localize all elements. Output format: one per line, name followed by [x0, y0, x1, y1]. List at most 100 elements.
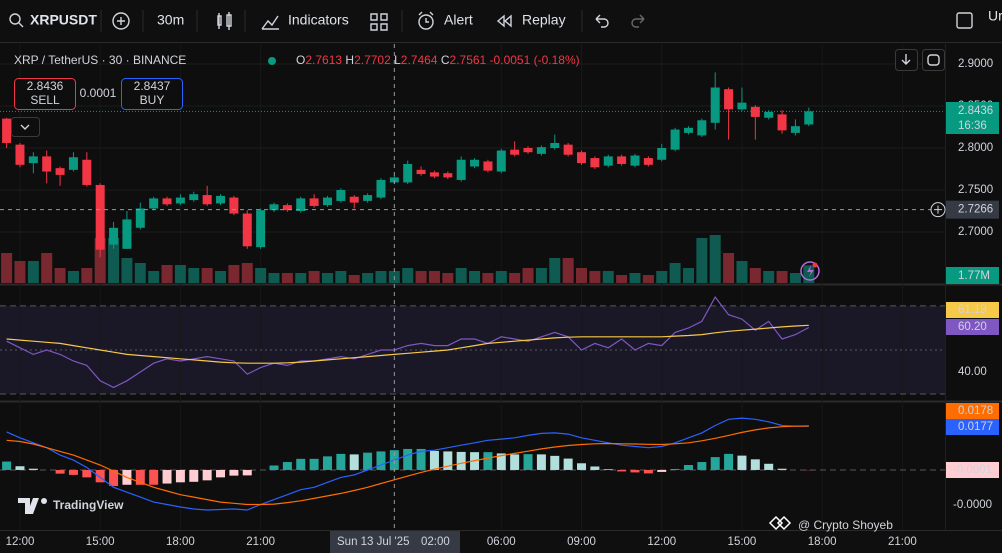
close-label: C	[441, 53, 450, 67]
maximize-icon	[927, 54, 940, 66]
candle-body	[15, 144, 25, 165]
spread: 0.0001	[80, 86, 117, 100]
histogram-bar	[162, 469, 172, 484]
candle-body	[416, 169, 426, 175]
candle-body	[750, 106, 760, 117]
volume-bar	[736, 261, 748, 283]
candle-body	[55, 168, 65, 175]
chart-type-button[interactable]	[217, 12, 232, 30]
volume-bar	[335, 271, 347, 283]
time-label: 06:00	[487, 536, 516, 548]
histogram-bar	[296, 458, 306, 470]
user-menu[interactable]: Ur	[988, 8, 1002, 24]
redo-button[interactable]	[631, 14, 645, 28]
histogram-bar	[657, 469, 667, 472]
interval[interactable]: 30m	[157, 12, 184, 28]
histogram-bar	[2, 461, 12, 470]
candle-body	[403, 163, 413, 183]
candle-body	[336, 190, 346, 201]
volume-bar	[41, 253, 53, 283]
candle-body	[296, 198, 306, 212]
histogram-bar	[322, 456, 332, 470]
histogram-bar	[643, 469, 653, 474]
indicator-line	[6, 417, 809, 511]
symbol-title: XRP / TetherUS · 30 · BINANCE	[14, 53, 186, 67]
volume-bar	[669, 263, 681, 283]
histogram-bar	[109, 469, 119, 487]
indicator-line	[6, 425, 809, 506]
volume-bar	[549, 258, 561, 283]
candle-body	[82, 159, 92, 185]
crosshair	[0, 44, 946, 530]
toolbar-bg	[0, 0, 1002, 42]
fullscreen-button[interactable]	[956, 12, 973, 29]
histogram-bar	[68, 469, 78, 475]
indicators-button[interactable]: Indicators	[261, 12, 349, 30]
crosshair-price: 2.7266	[958, 204, 993, 216]
alert-flash-icon[interactable]	[800, 261, 820, 281]
candle-body	[643, 158, 653, 165]
histogram-badge	[946, 462, 999, 478]
candle-body	[135, 208, 145, 228]
histogram-bar	[617, 469, 627, 472]
volume-bar	[482, 273, 494, 283]
histogram-bar	[282, 462, 292, 470]
maximize-button[interactable]	[922, 49, 945, 71]
histogram-bar	[737, 455, 747, 470]
symbol-search[interactable]: XRPUSDT	[9, 12, 97, 28]
histogram-bar	[216, 469, 226, 478]
volume-bar	[161, 265, 173, 283]
low-label: L	[394, 53, 401, 67]
histogram-bar	[670, 468, 680, 470]
price-tick-label: 2.9000	[958, 58, 993, 70]
histogram-bar	[550, 455, 560, 470]
histogram-bar	[82, 469, 92, 478]
candle-body	[309, 198, 319, 206]
histogram-bar	[536, 454, 546, 470]
compare-button[interactable]	[112, 12, 130, 30]
replay-label: Replay	[522, 12, 566, 28]
volume-bar	[81, 268, 93, 283]
last-price-badge	[946, 102, 999, 134]
histogram-bar	[777, 468, 787, 470]
last-price: 2.8436	[958, 105, 993, 117]
time-label: 12:00	[647, 536, 676, 548]
candle-body	[790, 126, 800, 133]
volume-bar	[562, 258, 574, 283]
layouts-button[interactable]	[370, 13, 388, 31]
legend-line: XRP / TetherUS · 30 · BINANCE	[14, 53, 186, 67]
candle-body	[189, 194, 199, 201]
undo-button[interactable]	[595, 14, 609, 28]
arrow-icon	[901, 54, 911, 65]
market-status	[268, 57, 276, 65]
volume-bar	[749, 268, 761, 283]
collapse-button[interactable]	[11, 117, 40, 137]
replay-button[interactable]: Replay	[496, 12, 566, 28]
alert-icon	[418, 14, 434, 30]
volume-bar	[134, 263, 146, 283]
volume-bar	[428, 271, 440, 283]
price-tick-label: 2.8000	[958, 142, 993, 154]
sell-button[interactable]: 2.8436 SELL	[14, 78, 76, 110]
histogram-bar	[483, 452, 493, 470]
alert-button[interactable]: Alert	[418, 11, 473, 30]
histogram-bar	[563, 458, 573, 470]
volume-bar	[148, 271, 160, 283]
buy-button[interactable]: 2.8437 BUY	[121, 78, 183, 110]
histogram-bar	[750, 459, 760, 470]
series	[0, 72, 945, 511]
rsi-label: 60.20	[958, 321, 987, 333]
candle-body	[496, 150, 506, 172]
watermark: TradingView	[18, 498, 124, 514]
candle-icon	[217, 12, 232, 30]
pane-buttons	[895, 49, 945, 71]
candle-body	[42, 156, 52, 172]
candle-body	[456, 159, 466, 180]
volume-bar	[174, 265, 186, 283]
watermark-text: TradingView	[53, 498, 124, 512]
candle-body	[95, 184, 105, 250]
rsi-ma-badge	[946, 302, 999, 318]
